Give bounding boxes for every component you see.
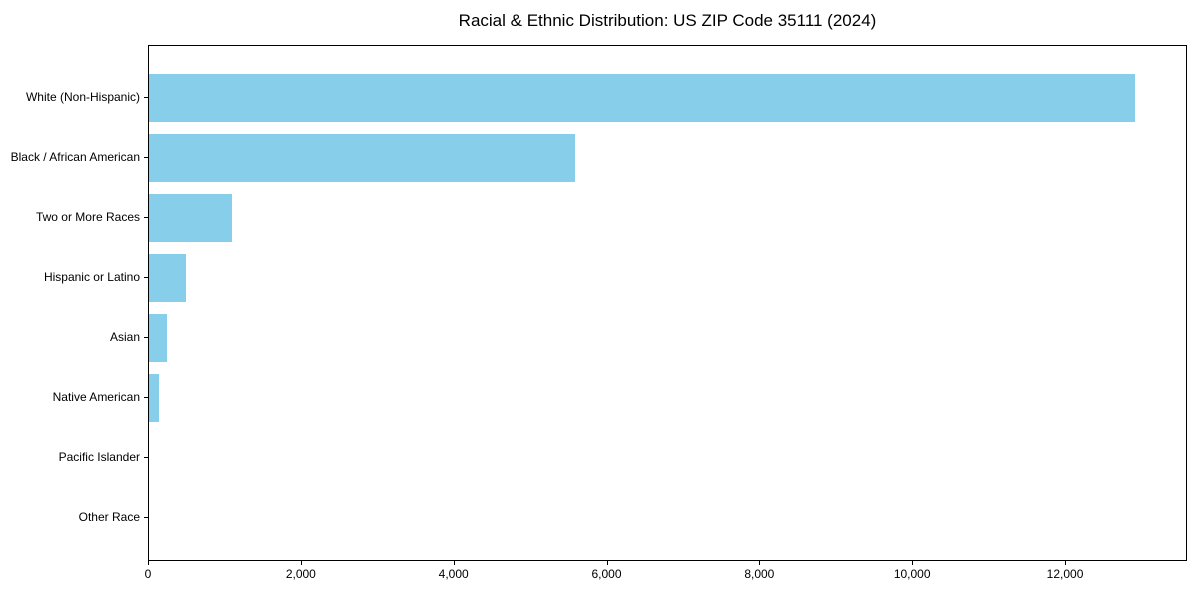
x-tick-label: 0	[144, 567, 152, 581]
y-tick-mark	[144, 517, 148, 518]
y-tick-mark	[144, 337, 148, 338]
x-tick-mark	[606, 561, 608, 565]
x-tick-mark	[759, 561, 761, 565]
x-tick-mark	[300, 561, 302, 565]
y-tick-mark	[144, 217, 148, 218]
bar-hispanic-or-latino	[149, 254, 187, 302]
x-tick-mark	[1065, 561, 1067, 565]
x-tick-mark	[912, 561, 914, 565]
x-tick-label: 4,000	[438, 567, 469, 581]
y-category-label-hispanic-or-latino: Hispanic or Latino	[43, 270, 140, 284]
y-tick-mark	[144, 97, 148, 98]
y-tick-mark	[144, 277, 148, 278]
x-tick-label: 8,000	[744, 567, 775, 581]
y-category-label-pacific-islander: Pacific Islander	[58, 450, 140, 464]
bar-two-or-more-races	[149, 194, 232, 242]
x-tick-label: 10,000	[893, 567, 931, 581]
y-category-label-two-or-more-races: Two or More Races	[35, 210, 140, 224]
y-category-label-native-american: Native American	[52, 390, 140, 404]
y-tick-mark	[144, 157, 148, 158]
y-category-label-black-african-american: Black / African American	[10, 150, 140, 164]
x-tick-label: 12,000	[1046, 567, 1084, 581]
y-tick-mark	[144, 397, 148, 398]
chart-title: Racial & Ethnic Distribution: US ZIP Cod…	[458, 11, 877, 30]
x-tick-mark	[453, 561, 455, 565]
plot-area	[148, 45, 1187, 561]
x-tick-mark	[148, 561, 149, 565]
bar-white-non-hispanic	[149, 74, 1135, 122]
y-category-label-asian: Asian	[109, 330, 140, 344]
y-tick-mark	[144, 457, 148, 458]
bar-black-african-american	[149, 134, 575, 182]
y-category-label-white-non-hispanic: White (Non-Hispanic)	[25, 90, 140, 104]
x-tick-label: 6,000	[591, 567, 622, 581]
x-tick-label: 2,000	[285, 567, 316, 581]
bar-native-american	[149, 374, 159, 422]
y-category-label-other-race: Other Race	[78, 510, 140, 524]
bar-asian	[149, 314, 168, 362]
